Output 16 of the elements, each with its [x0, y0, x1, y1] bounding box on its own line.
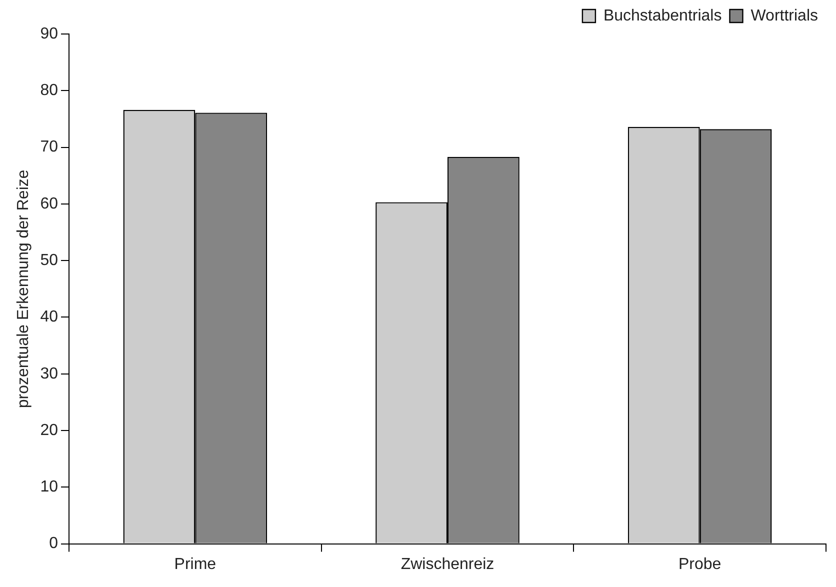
legend-label: Buchstabentrials	[603, 7, 722, 24]
y-tick-label: 60	[40, 195, 58, 212]
y-axis-title: prozentuale Erkennung der Reize	[15, 170, 32, 408]
x-tick-label: Prime	[174, 556, 216, 573]
y-tick-label: 0	[49, 535, 58, 552]
y-tick-label: 40	[40, 308, 58, 326]
y-tick-label: 10	[40, 478, 58, 496]
x-tick-label: Zwischenreiz	[400, 556, 494, 573]
y-tick-label: 70	[40, 138, 58, 156]
x-tick-label: Probe	[678, 556, 722, 573]
y-tick-label: 80	[40, 82, 58, 100]
legend-label: Worttrials	[750, 7, 818, 24]
y-tick-label: 30	[40, 365, 58, 382]
y-tick-label: 50	[40, 252, 58, 269]
y-tick-label: 20	[40, 422, 58, 439]
y-tick-label: 90	[40, 25, 58, 42]
